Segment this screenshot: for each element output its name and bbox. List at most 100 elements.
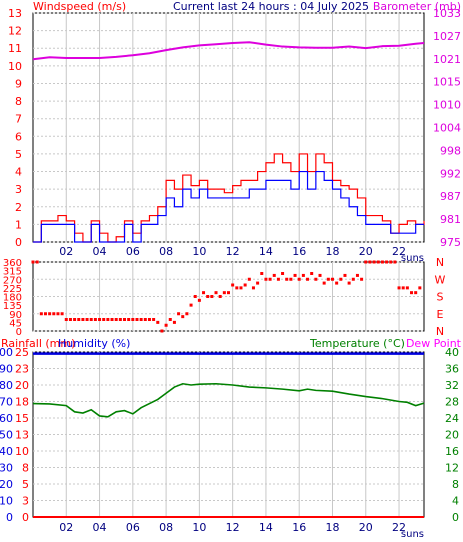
suns-label-top: suns [401,253,424,264]
humidity-y-tick-label: 40 [0,445,13,458]
direction-point [247,277,251,281]
direction-point [106,318,110,321]
direction-point [181,315,185,319]
wind-series [32,41,425,243]
x-tick-label-top: 16 [292,245,306,258]
direction-point [89,318,93,321]
direction-point [114,318,118,321]
direction-point [118,318,122,321]
direction-point [401,286,405,290]
direction-point [310,272,314,275]
temperature-label: Temperature (°C) [309,337,405,350]
barometer-y-tick-label: 1033 [433,7,461,20]
direction-compass-label: N [436,325,444,338]
direction-point [306,277,310,281]
humidity-y-tick-label: 10 [0,495,13,508]
wind-y-tick-label: 3 [15,183,22,196]
direction-point [227,291,230,295]
wind-y-tick-label: 9 [15,77,22,90]
wind-y-tick-label: 1 [15,218,22,231]
x-tick-label-top: 20 [359,245,373,258]
humidity-label: Humidity (%) [58,337,130,350]
temperature-y-tick-label: 40 [445,346,459,359]
direction-point [330,277,334,281]
direction-y-tick-label: 360 [3,258,22,269]
x-tick-label-bottom: 20 [359,521,373,534]
wind-y-tick-label: 6 [15,130,22,143]
direction-point [189,303,193,307]
temperature-y-tick-label: 12 [445,462,459,475]
direction-point [172,320,176,324]
direction-point [326,277,330,281]
direction-point [43,312,47,316]
humidity-y-tick-label: 30 [0,462,13,475]
direction-point [98,318,102,321]
direction-point [343,273,347,277]
barometer-y-tick-label: 1015 [433,76,461,89]
temperature-y-tick-label: 36 [445,363,459,376]
direction-compass-label: E [437,308,444,321]
direction-y-tick-label: 225 [3,284,22,295]
direction-point [231,283,235,287]
wind-y-tick-label: 4 [15,166,22,179]
barometer-y-tick-label: 992 [440,167,461,180]
temperature-y-tick-label: 28 [445,396,459,409]
rain-y-tick-label: 23 [15,363,29,376]
direction-point [73,318,77,321]
temperature-y-tick-label: 16 [445,445,459,458]
direction-point [281,272,285,275]
rain-y-tick-label: 3 [22,495,29,508]
temperature-y-tick-label: 0 [452,511,459,524]
direction-point [147,318,151,321]
direction-point [31,260,35,264]
direction-point [64,318,68,321]
direction-point [52,312,56,316]
direction-y-tick-label: 315 [3,267,22,278]
wind-y-tick-label: 0 [15,236,22,249]
direction-point [272,273,276,277]
x-tick-label-top: 04 [93,245,107,258]
direction-compass-label: W [435,273,446,286]
direction-point [48,312,52,316]
direction-point [239,286,243,290]
direction-point [168,318,172,321]
x-tick-label-top: 08 [159,245,173,258]
direction-point [218,295,222,298]
barometer-y-tick-label: 1004 [433,122,461,135]
rain-y-tick-label: 8 [22,462,29,475]
direction-point [293,273,297,277]
direction-point [39,312,43,316]
direction-point [256,281,260,285]
temperature-y-tick-label: 20 [445,429,459,442]
direction-point [77,318,81,321]
x-tick-label-top: 22 [392,245,406,258]
barometer-title: Barometer (mb) [373,0,461,13]
direction-point [376,260,380,264]
direction-point [185,312,189,316]
humidity-y-tick-label: 60 [0,412,13,425]
barometer-y-tick-label: 998 [440,144,461,157]
direction-point [56,312,60,316]
direction-point [322,281,326,285]
direction-point [197,298,201,302]
rain-y-tick-label: 15 [15,412,29,425]
direction-point [418,286,422,290]
humidity-y-tick-label: 100 [0,346,13,359]
suns-label-bottom: suns [401,529,424,540]
x-tick-label-top: 12 [226,245,240,258]
direction-point [123,318,127,321]
direction-point [335,281,339,285]
direction-point [81,318,85,321]
chart-title: Current last 24 hours : 04 July 2025 [173,0,369,13]
rain-y-tick-label: 5 [22,478,29,491]
x-tick-label-bottom: 18 [325,521,339,534]
direction-point [93,318,97,321]
direction-compass-label: S [437,291,444,304]
wind-chart-frame [32,12,425,243]
x-tick-label-top: 06 [126,245,140,258]
temperature-y-tick-label: 24 [445,412,459,425]
direction-point [143,318,147,321]
x-tick-label-bottom: 06 [126,521,140,534]
direction-point [235,286,239,290]
windspeed-title: Windspeed (m/s) [33,0,126,13]
